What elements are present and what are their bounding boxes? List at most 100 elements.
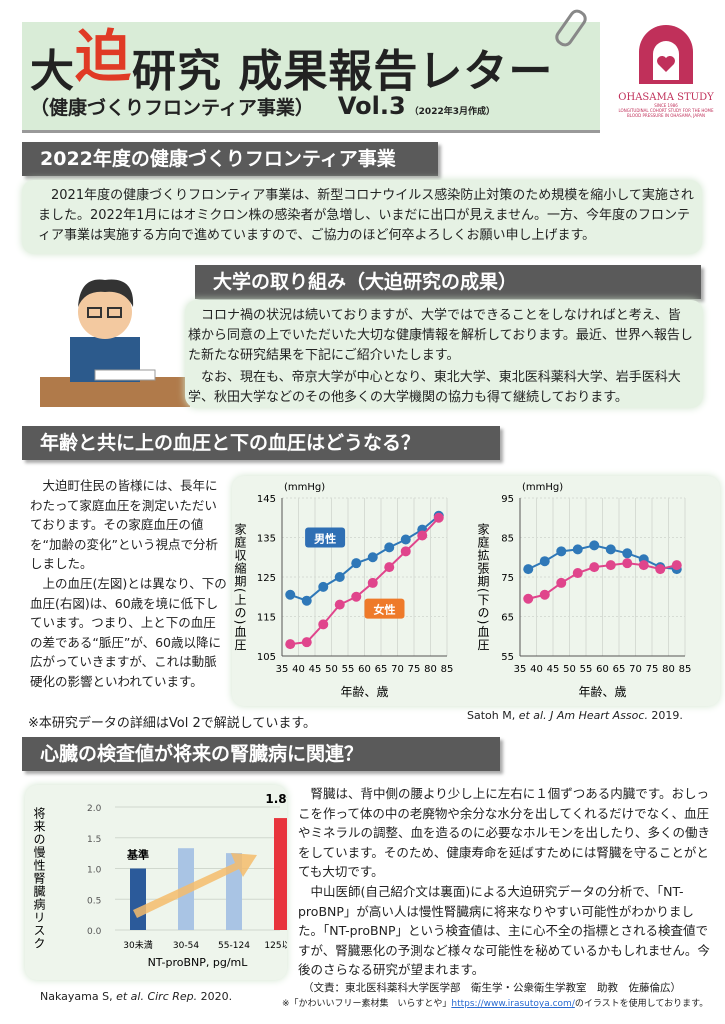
trend-arrow-icon — [133, 853, 257, 918]
x-tick-label: 50 — [325, 664, 338, 675]
x-tick-label: 70 — [629, 664, 642, 675]
student-studying-illustration — [40, 262, 190, 412]
data-point — [351, 591, 362, 602]
x-tick-label: 60 — [358, 664, 371, 675]
data-point — [622, 548, 633, 559]
series-line-male — [289, 515, 440, 602]
x-tick-label: 40 — [530, 664, 543, 675]
x-axis-label: NT-proBNP, pg/mL — [148, 956, 249, 969]
x-tick-label: 55-124 — [218, 941, 250, 951]
x-tick-label: 45 — [309, 664, 322, 675]
x-tick-label: 45 — [547, 664, 560, 675]
data-point — [318, 619, 329, 630]
x-axis-label: 年齢、歳 — [578, 684, 626, 699]
series-line-female — [528, 562, 677, 600]
data-point — [301, 637, 312, 648]
section2-title: 大学の取り組み（大迫研究の成果） — [195, 265, 701, 299]
x-tick-label: 75 — [646, 664, 659, 675]
data-point — [285, 589, 296, 600]
bar — [274, 818, 287, 930]
legend-label: 女性 — [374, 603, 396, 617]
y-tick-label: 1.5 — [87, 835, 101, 845]
data-point — [433, 512, 444, 523]
x-tick-label: 80 — [424, 664, 437, 675]
data-point — [285, 639, 296, 650]
y-tick-label: 0.5 — [87, 896, 101, 906]
section2-body-2: なお、現在も、帝京大学が中心となり、東北大学、東北医科薬科大学、岩手医科大学、秋… — [188, 370, 681, 405]
x-tick-label: 55 — [342, 664, 355, 675]
y-tick-label: 135 — [257, 534, 276, 545]
data-point — [605, 544, 616, 555]
y-axis-label: 家庭収縮期(上の)血圧 — [233, 522, 247, 652]
section1-title: 2022年度の健康づくりフロンティア事業 — [22, 142, 438, 176]
data-point — [523, 564, 534, 575]
y-tick-label: 0.0 — [87, 927, 102, 937]
data-point — [318, 581, 329, 592]
section3-body-1: 大迫町住民の皆様には、長年にわたって家庭血圧を測定いただいております。その家庭血… — [30, 478, 218, 571]
data-point — [572, 568, 583, 579]
ratio-annotation: 1.8倍 — [265, 791, 287, 806]
x-tick-label: 30未満 — [123, 939, 152, 951]
data-point — [384, 542, 395, 553]
section3-title: 年齢と共に上の血圧と下の血圧はどうなる？ — [22, 426, 500, 460]
section2-body-1: コロナ禍の状況は続いておりますが、大学ではできることをしなければと考え、皆様から… — [188, 308, 693, 363]
irasutoya-link[interactable]: https://www.irasutoya.com/ — [451, 999, 575, 1009]
legend-badge-male — [305, 527, 346, 548]
section4-body-2: 中山医師(自己紹介文は裏面)による大迫研究データの分析で、「NT-proBNP」… — [298, 884, 710, 977]
section1-body: 2021年度の健康づくりフロンティア事業は、新型コロナウイルス感染防止対策のため… — [38, 188, 694, 243]
x-tick-label: 70 — [391, 664, 404, 675]
x-tick-label: 35 — [514, 664, 527, 675]
data-point — [638, 560, 649, 571]
data-point — [556, 577, 567, 588]
x-tick-label: 80 — [662, 664, 675, 675]
y-tick-label: 85 — [501, 534, 514, 545]
ntprobnp-bar-chart: 将来の慢性腎臓病リスク 0.0 0.5 1.0 1.5 2.0 30未満 30-54 55-12… — [32, 791, 287, 969]
data-point — [589, 540, 600, 551]
logo-desc: LONGITUDINAL COHORT STUDY FOR THE HOME B… — [618, 108, 714, 118]
ntprobnp-chart-panel — [25, 785, 287, 980]
x-tick-label: 125以上 — [264, 940, 287, 951]
logo-name: OHASAMA STUDY — [618, 92, 714, 103]
bar — [130, 868, 146, 930]
unit-label: (mmHg) — [522, 482, 563, 493]
x-tick-label: 40 — [292, 664, 305, 675]
logo-window-heart-icon — [639, 25, 693, 84]
data-point — [367, 552, 378, 563]
legend-label: 男性 — [314, 532, 336, 546]
header-panel — [22, 22, 600, 133]
y-tick-label: 115 — [257, 613, 276, 624]
bp-charts-panel — [232, 476, 720, 706]
data-point — [589, 562, 600, 573]
y-tick-label: 145 — [257, 494, 276, 505]
data-point — [605, 560, 616, 571]
x-tick-label: 85 — [441, 664, 454, 675]
y-tick-label: 65 — [501, 613, 514, 624]
data-point — [539, 589, 550, 600]
x-tick-label: 30-54 — [173, 941, 199, 951]
y-tick-label: 2.0 — [87, 804, 102, 814]
data-point — [400, 546, 411, 557]
ohasama-study-logo: OHASAMA STUDY SINCE 1986 LONGITUDINAL CO… — [618, 24, 714, 128]
data-point — [301, 595, 312, 606]
x-tick-label: 60 — [596, 664, 609, 675]
data-point — [384, 562, 395, 573]
systolic-bp-chart: 35 40 45 50 55 60 65 70 75 80 85 105 115 125 135 145 (mm… — [233, 482, 454, 699]
section4-body-1: 腎臓は、背中側の腰より少し上に左右に１個ずつある内臓です。おしっこを作って体の中… — [298, 786, 711, 879]
y-tick-label: 75 — [501, 573, 514, 584]
legend-badge-female — [364, 598, 405, 619]
logo-since: SINCE 1986 — [654, 103, 678, 108]
diastolic-bp-chart: 35 40 45 50 55 60 65 70 75 80 855565758595(mmHg)年齢… — [476, 482, 692, 699]
y-tick-label: 1.0 — [87, 866, 102, 876]
author-credit: （文責：東北医科薬科大学医学部 衛生学・公衆衛生学教室 助教 佐藤倫広） — [303, 982, 681, 994]
data-point — [367, 577, 378, 588]
x-tick-label: 85 — [679, 664, 692, 675]
data-point — [572, 544, 583, 555]
x-tick-label: 50 — [563, 664, 576, 675]
data-point — [622, 558, 633, 569]
baseline-annotation: 基準 — [126, 848, 149, 862]
unit-label: (mmHg) — [284, 482, 325, 493]
y-axis-label: 将来の慢性腎臓病リスク — [32, 807, 46, 950]
data-point — [523, 593, 534, 604]
data-point — [671, 560, 682, 571]
section4-title: 心臓の検査値が将来の腎臓病に関連？ — [22, 737, 500, 771]
